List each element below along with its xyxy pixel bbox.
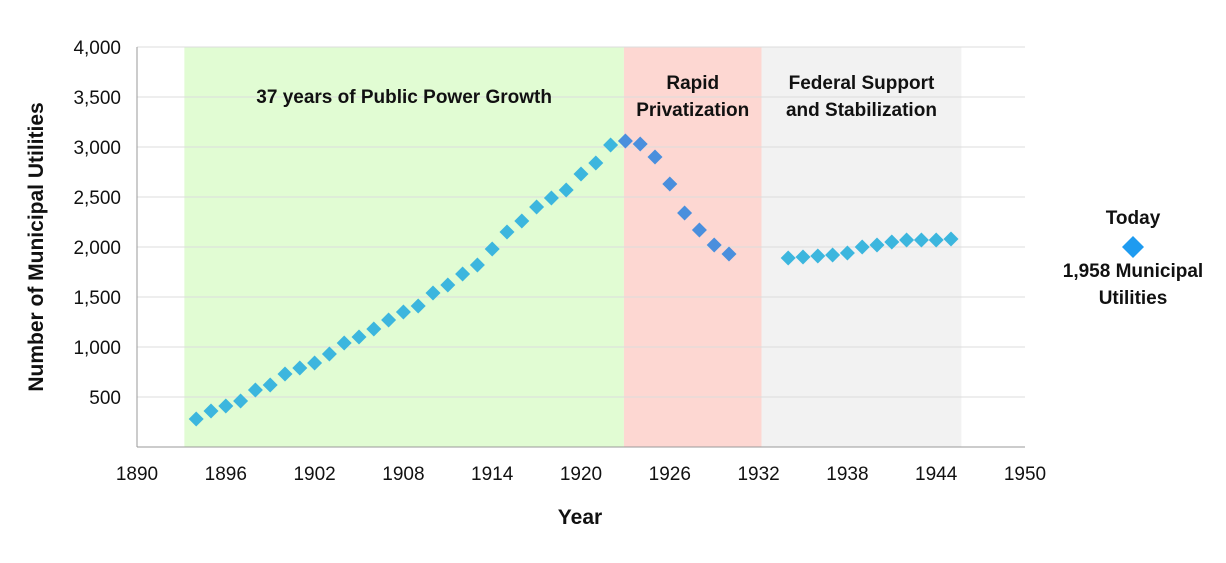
data-point — [854, 239, 870, 255]
band-label: Privatization — [636, 100, 749, 121]
x-tick-label: 1890 — [116, 464, 158, 485]
x-tick-label: 1914 — [471, 464, 514, 485]
x-tick-label: 1920 — [560, 464, 602, 485]
data-point — [366, 321, 382, 337]
data-point — [188, 411, 204, 427]
x-tick-label: 1938 — [826, 464, 868, 485]
data-point — [395, 304, 411, 320]
data-point — [647, 149, 663, 165]
x-tick-label: 1908 — [382, 464, 424, 485]
band-label: Federal Support — [789, 73, 935, 94]
data-point — [588, 155, 604, 171]
data-point — [351, 329, 367, 345]
data-point — [336, 335, 352, 351]
data-point — [662, 176, 678, 192]
x-tick-label: 1926 — [649, 464, 691, 485]
data-point — [440, 277, 456, 293]
data-point — [307, 355, 323, 371]
data-point — [691, 222, 707, 238]
y-tick-label: 4,000 — [73, 38, 121, 59]
today-annotation: Today 1,958 Municipal Utilities — [1063, 208, 1203, 309]
data-point — [381, 312, 397, 328]
data-point — [869, 237, 885, 253]
x-tick-label: 1932 — [737, 464, 779, 485]
today-marker — [1122, 236, 1144, 258]
data-points — [188, 133, 959, 427]
data-point — [899, 232, 915, 248]
data-point — [292, 360, 308, 376]
today-title: Today — [1106, 208, 1161, 229]
data-point — [795, 249, 811, 265]
data-point — [825, 247, 841, 263]
y-tick-label: 3,000 — [73, 138, 121, 159]
y-tick-label: 3,500 — [73, 88, 121, 109]
data-point — [247, 382, 263, 398]
data-point — [410, 298, 426, 314]
today-label: Utilities — [1099, 288, 1168, 309]
y-tick-label: 2,500 — [73, 188, 121, 209]
data-point — [677, 205, 693, 221]
data-point — [484, 241, 500, 257]
data-point — [425, 285, 441, 301]
band-label: Rapid — [666, 73, 719, 94]
data-point — [218, 398, 234, 414]
band-labels: 37 years of Public Power Growth Rapid Priv… — [256, 73, 937, 121]
data-point — [203, 403, 219, 419]
x-tick-label: 1950 — [1004, 464, 1046, 485]
data-point — [558, 182, 574, 198]
data-point — [543, 190, 559, 206]
data-point — [321, 346, 337, 362]
data-point — [884, 234, 900, 250]
x-tick-label: 1902 — [293, 464, 335, 485]
data-point — [810, 248, 826, 264]
data-point — [573, 166, 589, 182]
y-tick-label: 1,000 — [73, 338, 121, 359]
band-label: and Stabilization — [786, 100, 937, 121]
today-label: 1,958 Municipal — [1063, 261, 1203, 282]
x-axis-title: Year — [558, 506, 602, 529]
data-point — [839, 245, 855, 261]
data-point — [928, 232, 944, 248]
y-tick-label: 2,000 — [73, 238, 121, 259]
data-point — [617, 133, 633, 149]
data-point — [469, 257, 485, 273]
data-point — [943, 231, 959, 247]
data-point — [603, 137, 619, 153]
data-point — [514, 213, 530, 229]
y-axis-title: Number of Municipal Utilities — [25, 102, 48, 391]
data-point — [277, 366, 293, 382]
data-point — [529, 199, 545, 215]
data-point — [262, 377, 278, 393]
data-point — [706, 237, 722, 253]
y-tick-label: 1,500 — [73, 288, 121, 309]
x-tick-label: 1896 — [205, 464, 247, 485]
data-point — [721, 246, 737, 262]
data-point — [913, 232, 929, 248]
y-tick-label: 500 — [89, 388, 121, 409]
axes — [136, 47, 1025, 448]
x-tick-label: 1944 — [915, 464, 958, 485]
data-point — [455, 266, 471, 282]
data-point — [632, 136, 648, 152]
tick-labels: 500 1,000 1,500 2,000 2,500 3,000 3,500 4,000 18… — [73, 38, 1046, 485]
data-point — [233, 393, 249, 409]
data-point — [499, 224, 515, 240]
band-label: 37 years of Public Power Growth — [256, 87, 552, 108]
data-point — [780, 250, 796, 266]
